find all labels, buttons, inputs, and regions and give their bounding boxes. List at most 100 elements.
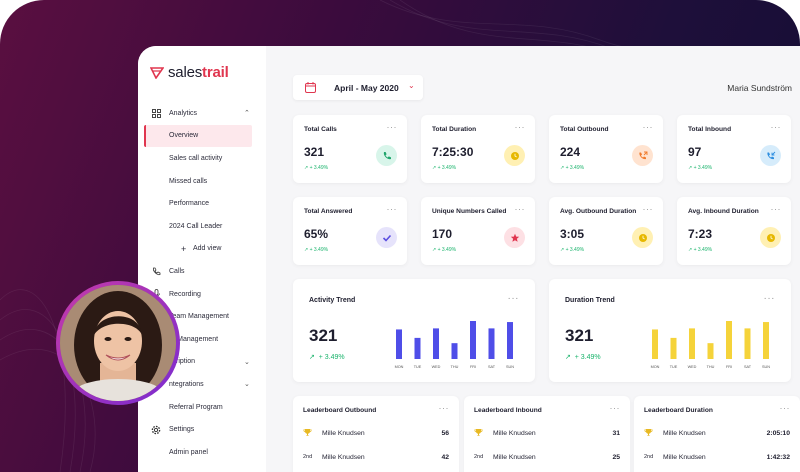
sidebar-item-scription[interactable]: scription ⌄ bbox=[138, 351, 266, 374]
sidebar-item-missed-calls[interactable]: Missed calls bbox=[138, 170, 266, 193]
leaderboard-title: Leaderboard Duration bbox=[644, 407, 713, 414]
sidebar-item-sales-call-activity[interactable]: Sales call activity bbox=[138, 147, 266, 170]
kpi-value: 7:25:30 bbox=[432, 145, 474, 159]
x-tick-label: WED bbox=[432, 365, 441, 369]
leaderboard-card-leaderboard-outbound[interactable]: Leaderboard Outbound ··· Mille Knudsen 56 2n… bbox=[293, 396, 459, 472]
x-tick-label: SAT bbox=[744, 365, 752, 369]
logo-icon bbox=[150, 66, 164, 79]
more-options-icon[interactable]: ··· bbox=[779, 403, 790, 413]
trend-up-icon: ↗ bbox=[309, 354, 315, 361]
more-options-icon[interactable]: ··· bbox=[642, 122, 653, 132]
more-options-icon[interactable]: ··· bbox=[438, 403, 449, 413]
trend-change-label: + 3.49% bbox=[574, 354, 601, 361]
user-name[interactable]: Maria Sundström bbox=[727, 83, 792, 93]
kpi-title: Avg. Inbound Duration bbox=[688, 208, 759, 215]
more-options-icon[interactable]: ··· bbox=[770, 122, 781, 132]
sidebar-item-label: Analytics bbox=[169, 109, 198, 117]
trend-card-activity-trend[interactable]: Activity Trend ··· 321 ↗ + 3.49% MON TUE WED TH… bbox=[293, 279, 535, 382]
leaderboard-row[interactable]: 2nd Mille Knudsen 42 bbox=[303, 450, 449, 464]
date-range-label: April - May 2020 bbox=[334, 82, 399, 93]
more-options-icon[interactable]: ··· bbox=[514, 204, 525, 214]
trend-card-duration-trend[interactable]: Duration Trend ··· 321 ↗ + 3.49% MON TUE WED TH… bbox=[549, 279, 791, 382]
leaderboard-row[interactable]: Mille Knudsen 56 bbox=[303, 426, 449, 440]
bar-mon bbox=[396, 329, 402, 359]
star-icon bbox=[504, 227, 525, 248]
clock-icon bbox=[632, 227, 653, 248]
sidebar-item-label: Calls bbox=[169, 267, 185, 275]
trophy-icon bbox=[303, 428, 317, 439]
sidebar-item-overview[interactable]: Overview bbox=[144, 124, 252, 148]
more-options-icon[interactable]: ··· bbox=[763, 293, 775, 304]
kpi-card-total-answered[interactable]: Total Answered ··· 65% ↗ + 3.49% bbox=[293, 197, 407, 265]
more-options-icon[interactable]: ··· bbox=[770, 204, 781, 214]
trophy-icon bbox=[474, 428, 488, 439]
sidebar-item-performance[interactable]: Performance bbox=[138, 192, 266, 215]
more-options-icon[interactable]: ··· bbox=[386, 122, 397, 132]
kpi-change: ↗ + 3.49% bbox=[432, 247, 457, 253]
phone-icon bbox=[376, 145, 397, 166]
kpi-card-total-calls[interactable]: Total Calls ··· 321 ↗ + 3.49% bbox=[293, 115, 407, 183]
sidebar-item-2024-call-leader[interactable]: 2024 Call Leader bbox=[138, 215, 266, 238]
leader-name: Mille Knudsen bbox=[322, 429, 365, 437]
gear-icon bbox=[151, 425, 161, 435]
kpi-change: ↗ + 3.49% bbox=[688, 165, 713, 171]
more-options-icon[interactable]: ··· bbox=[386, 204, 397, 214]
bar-fri bbox=[726, 321, 732, 359]
main-content: April - May 2020 ⌄ Maria Sundström Total… bbox=[266, 46, 800, 472]
sidebar-item-ntegrations[interactable]: ntegrations ⌄ bbox=[138, 373, 266, 396]
leaderboard-card-leaderboard-duration[interactable]: Leaderboard Duration ··· Mille Knudsen 2:05… bbox=[634, 396, 800, 472]
kpi-card-avg-outbound-duration[interactable]: Avg. Outbound Duration ··· 3:05 ↗ + 3.49% bbox=[549, 197, 663, 265]
kpi-change: ↗ + 3.49% bbox=[432, 165, 457, 171]
leader-score: 56 bbox=[441, 429, 449, 437]
trend-change: ↗ + 3.49% bbox=[309, 353, 345, 361]
kpi-card-total-outbound[interactable]: Total Outbound ··· 224 ↗ + 3.49% bbox=[549, 115, 663, 183]
x-tick-label: MON bbox=[651, 365, 660, 369]
x-tick-label: WED bbox=[688, 365, 697, 369]
bar-wed bbox=[433, 328, 439, 359]
date-range-picker[interactable]: April - May 2020 ⌄ bbox=[293, 75, 423, 100]
trend-change-label: + 3.49% bbox=[318, 354, 345, 361]
more-options-icon[interactable]: ··· bbox=[514, 122, 525, 132]
logo-text: salestrail bbox=[168, 64, 229, 81]
plus-icon: + bbox=[181, 243, 187, 254]
leaderboard-card-leaderboard-inbound[interactable]: Leaderboard Inbound ··· Mille Knudsen 31 2nd… bbox=[464, 396, 630, 472]
sidebar-item-referral-program[interactable]: Referral Program bbox=[138, 396, 266, 419]
leaderboard-row[interactable]: Mille Knudsen 2:05:10 bbox=[644, 426, 790, 440]
bar-sun bbox=[763, 322, 769, 359]
leaderboard-row[interactable]: Mille Knudsen 31 bbox=[474, 426, 620, 440]
kpi-change: ↗ + 3.49% bbox=[304, 247, 329, 253]
more-options-icon[interactable]: ··· bbox=[507, 293, 519, 304]
clock-icon bbox=[760, 227, 781, 248]
sidebar-item-label: Performance bbox=[169, 200, 210, 208]
kpi-card-unique-numbers-called[interactable]: Unique Numbers Called ··· 170 ↗ + 3.49% bbox=[421, 197, 535, 265]
kpi-card-total-inbound[interactable]: Total Inbound ··· 97 ↗ + 3.49% bbox=[677, 115, 791, 183]
sidebar-item-label: Recording bbox=[169, 290, 201, 298]
bar-thu bbox=[707, 343, 714, 359]
leaderboard-row[interactable]: 2nd Mille Knudsen 25 bbox=[474, 450, 620, 464]
sidebar-item-label: Referral Program bbox=[169, 403, 223, 411]
sidebar-item-add-view[interactable]: + Add view bbox=[138, 238, 266, 261]
salestrail-logo[interactable]: salestrail bbox=[150, 64, 229, 81]
more-options-icon[interactable]: ··· bbox=[642, 204, 653, 214]
sidebar-item-label: Settings bbox=[169, 426, 195, 434]
x-tick-label: FRI bbox=[726, 365, 732, 369]
leader-name: Mille Knudsen bbox=[493, 429, 536, 437]
kpi-card-avg-inbound-duration[interactable]: Avg. Inbound Duration ··· 7:23 ↗ + 3.49% bbox=[677, 197, 791, 265]
sidebar-item-er-management[interactable]: er Management bbox=[138, 328, 266, 351]
kpi-value: 321 bbox=[304, 145, 325, 159]
leaderboard-row[interactable]: 2nd Mille Knudsen 1:42:32 bbox=[644, 450, 790, 464]
bar-mon bbox=[652, 329, 658, 359]
sidebar-item-label: Admin panel bbox=[169, 448, 208, 456]
sidebar-item-label: scription bbox=[169, 358, 196, 366]
x-tick-label: FRI bbox=[470, 365, 476, 369]
chevron-up-icon: ⌃ bbox=[244, 110, 250, 118]
kpi-change: ↗ + 3.49% bbox=[688, 247, 713, 253]
sidebar-item-analytics[interactable]: Analytics ⌃ bbox=[138, 102, 266, 125]
sidebar-item-admin-panel[interactable]: Admin panel bbox=[138, 441, 266, 464]
kpi-card-total-duration[interactable]: Total Duration ··· 7:25:30 ↗ + 3.49% bbox=[421, 115, 535, 183]
more-options-icon[interactable]: ··· bbox=[609, 403, 620, 413]
sidebar-item-label: Overview bbox=[169, 132, 199, 140]
sidebar-item-settings[interactable]: Settings bbox=[138, 418, 266, 441]
trend-value: 321 bbox=[309, 326, 338, 345]
sidebar-item-calls[interactable]: Calls bbox=[138, 260, 266, 283]
